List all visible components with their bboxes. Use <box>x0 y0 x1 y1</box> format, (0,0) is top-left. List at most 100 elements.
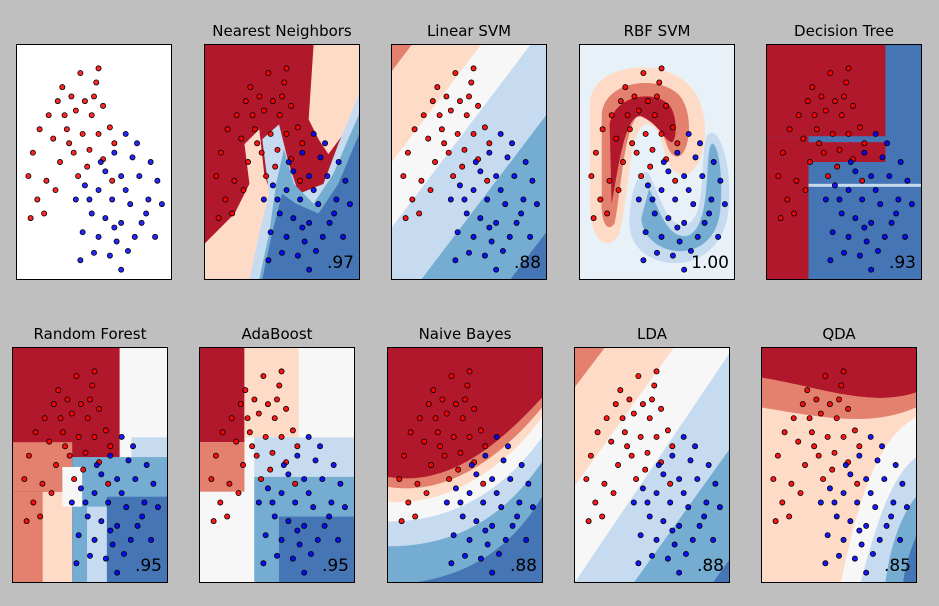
data-point-red <box>46 438 53 445</box>
panel-title: Decision Tree <box>794 22 894 40</box>
data-point-blue <box>888 513 895 520</box>
data-point-red <box>856 443 863 450</box>
data-point-blue <box>701 513 708 520</box>
data-point-blue <box>701 219 708 226</box>
data-point-blue <box>499 247 506 254</box>
data-point-red <box>253 452 260 459</box>
data-point-red <box>639 401 646 408</box>
data-point-red <box>615 187 622 194</box>
data-point-blue <box>459 513 466 520</box>
data-point-red <box>592 149 599 156</box>
data-point-blue <box>276 210 283 217</box>
data-point-blue <box>118 266 125 273</box>
data-point-blue <box>260 560 267 567</box>
classifier-panel <box>16 44 172 280</box>
data-point-blue <box>317 154 324 161</box>
data-point-blue <box>847 471 854 478</box>
data-point-red <box>621 429 628 436</box>
data-point-blue <box>262 532 269 539</box>
data-point-red <box>226 480 233 487</box>
plot-area <box>579 44 735 280</box>
data-point-blue <box>134 522 141 529</box>
data-point-red <box>482 443 489 450</box>
data-point-red <box>432 159 439 165</box>
data-point-red <box>23 518 30 525</box>
data-point-blue <box>102 215 109 222</box>
data-point-red <box>585 518 592 525</box>
data-point-red <box>629 140 636 147</box>
data-point-blue <box>299 224 306 231</box>
data-point-blue <box>93 462 100 468</box>
data-point-red <box>258 476 265 483</box>
data-point-red <box>481 124 488 131</box>
data-point-blue <box>518 462 525 468</box>
data-point-blue <box>685 504 692 511</box>
data-point-blue <box>493 173 500 180</box>
data-point-red <box>25 452 32 459</box>
data-point-red <box>249 112 256 119</box>
data-point-blue <box>310 187 317 194</box>
data-point-blue <box>463 210 470 217</box>
data-point-red <box>653 368 660 375</box>
data-point-blue <box>290 168 297 175</box>
data-point-red <box>107 443 114 450</box>
data-point-red <box>646 415 653 422</box>
data-point-red <box>599 126 606 133</box>
data-point-blue <box>75 532 82 539</box>
data-point-red <box>802 187 809 194</box>
data-point-red <box>244 415 251 422</box>
data-point-red <box>73 373 80 380</box>
data-point-red <box>664 427 671 434</box>
data-point-red <box>843 79 850 86</box>
data-point-red <box>653 433 660 440</box>
data-point-red <box>624 112 631 119</box>
data-point-blue <box>872 130 879 137</box>
decision-region <box>903 536 916 582</box>
data-point-red <box>255 410 262 417</box>
data-point-red <box>470 65 477 72</box>
data-point-blue <box>68 499 75 506</box>
data-point-blue <box>500 457 507 464</box>
data-point-red <box>233 438 240 445</box>
data-point-blue <box>665 215 672 222</box>
data-point-red <box>404 149 411 156</box>
data-point-blue <box>879 154 886 161</box>
data-point-blue <box>340 233 347 240</box>
data-point-red <box>802 462 809 468</box>
data-point-blue <box>118 219 125 226</box>
data-point-blue <box>326 513 333 520</box>
data-point-blue <box>502 536 509 543</box>
data-point-blue <box>518 210 525 217</box>
panel-title: LDA <box>637 325 667 343</box>
data-point-red <box>464 382 471 389</box>
decision-region <box>200 491 245 582</box>
data-point-red <box>486 140 493 147</box>
data-point-blue <box>692 154 699 161</box>
data-point-blue <box>107 452 114 459</box>
data-point-blue <box>690 201 697 208</box>
data-point-red <box>59 84 66 91</box>
data-point-blue <box>872 504 879 511</box>
data-point-blue <box>721 201 728 208</box>
data-point-blue <box>681 266 688 273</box>
data-point-blue <box>902 233 909 240</box>
decision-surface <box>575 348 729 582</box>
data-point-blue <box>331 210 338 217</box>
panel-title: Random Forest <box>33 325 147 343</box>
data-point-blue <box>111 224 118 231</box>
data-point-red <box>294 443 301 450</box>
data-point-blue <box>533 201 540 208</box>
data-point-red <box>829 130 836 137</box>
data-point-blue <box>516 499 523 506</box>
data-point-blue <box>664 555 671 562</box>
data-point-red <box>283 130 290 137</box>
data-point-blue <box>279 249 285 256</box>
data-point-red <box>441 140 448 147</box>
data-point-blue <box>845 187 852 194</box>
decision-region <box>767 136 809 279</box>
panel-title: Nearest Neighbors <box>212 22 352 40</box>
data-point-blue <box>124 247 131 254</box>
data-point-red <box>809 84 816 91</box>
data-point-red <box>278 433 285 440</box>
data-point-blue <box>836 552 842 559</box>
